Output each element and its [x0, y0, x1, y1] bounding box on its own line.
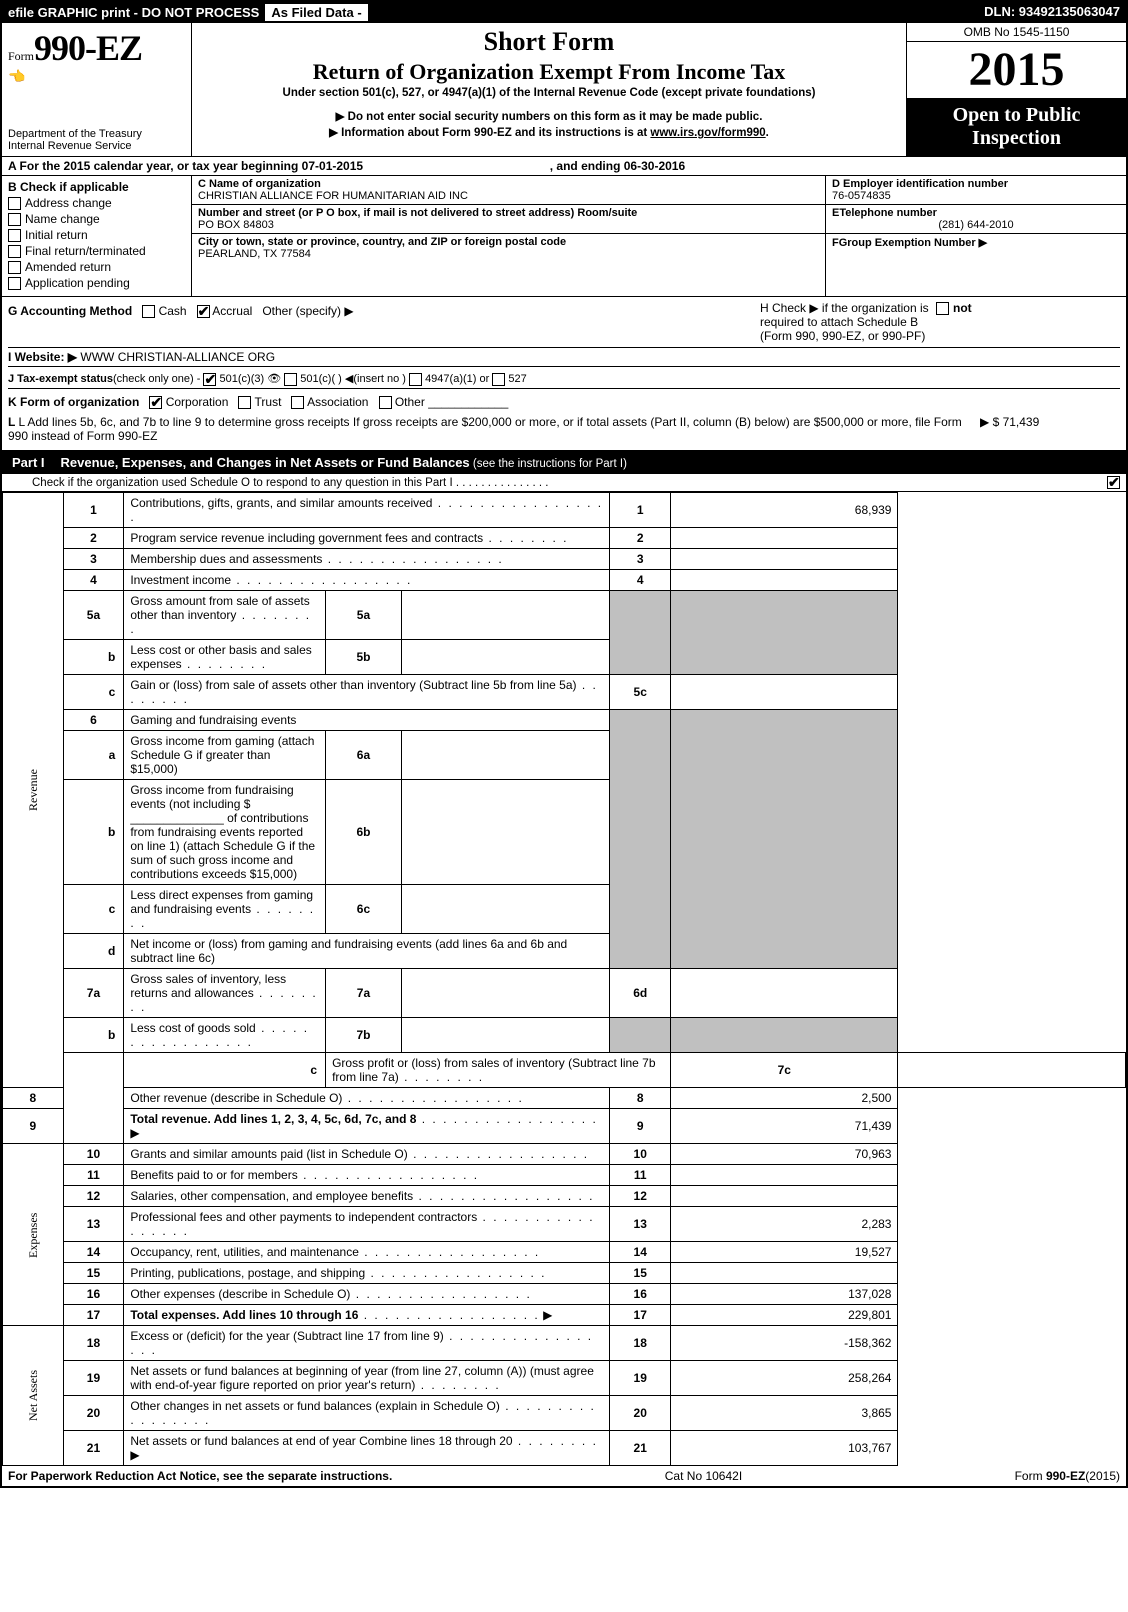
amt-line-8: 2,500 — [671, 1088, 898, 1109]
amt-line-6b — [401, 780, 610, 885]
chk-corporation[interactable] — [149, 396, 162, 409]
amt-line-2 — [671, 528, 898, 549]
group-exemption-label: FGroup Exemption Number ▶ — [832, 237, 987, 249]
org-name: CHRISTIAN ALLIANCE FOR HUMANITARIAN AID … — [198, 190, 468, 202]
amt-line-6c — [401, 885, 610, 934]
chk-amended-return[interactable] — [8, 261, 21, 274]
chk-schedule-o[interactable] — [1107, 476, 1120, 489]
box-b-checkboxes: B Check if applicable Address change Nam… — [2, 176, 192, 296]
amt-line-20: 3,865 — [671, 1396, 898, 1431]
cat-no: Cat No 10642I — [665, 1469, 742, 1483]
chk-4947a1[interactable] — [409, 373, 422, 386]
open-to-public: Open to Public Inspection — [907, 98, 1126, 156]
amt-line-16: 137,028 — [671, 1284, 898, 1305]
omb-number: OMB No 1545-1150 — [907, 23, 1126, 42]
schedule-o-check-line: Check if the organization used Schedule … — [2, 474, 1126, 492]
subtitle: Under section 501(c), 527, or 4947(a)(1)… — [200, 87, 898, 99]
amt-line-17: 229,801 — [671, 1305, 898, 1326]
amt-line-10: 70,963 — [671, 1144, 898, 1165]
row-a-tax-year: A For the 2015 calendar year, or tax yea… — [2, 157, 1126, 176]
chk-final-return[interactable] — [8, 245, 21, 258]
amt-line-21: 103,767 — [671, 1431, 898, 1466]
ssn-warning: ▶ Do not enter social security numbers o… — [200, 109, 898, 123]
section-b-through-f: B Check if applicable Address change Nam… — [2, 176, 1126, 297]
expenses-side-label: Expenses — [3, 1144, 64, 1326]
main-title: Return of Organization Exempt From Incom… — [200, 59, 898, 85]
amt-line-19: 258,264 — [671, 1361, 898, 1396]
chk-application-pending[interactable] — [8, 277, 21, 290]
top-bar: efile GRAPHIC print - DO NOT PROCESS As … — [2, 2, 1126, 23]
amt-line-5a — [401, 591, 610, 640]
amt-line-3 — [671, 549, 898, 570]
part-1-table: Revenue 1 Contributions, gifts, grants, … — [2, 492, 1126, 1466]
dept-irs: Internal Revenue Service — [8, 140, 185, 152]
amt-line-13: 2,283 — [671, 1207, 898, 1242]
amt-line-5c — [671, 675, 898, 710]
chk-cash[interactable] — [142, 305, 155, 318]
org-city: PEARLAND, TX 77584 — [198, 248, 311, 260]
line-l-text: L Add lines 5b, 6c, and 7b to line 9 to … — [8, 415, 962, 443]
chk-other-org[interactable] — [379, 396, 392, 409]
section-g-through-l: G Accounting Method Cash Accrual Other (… — [2, 297, 1126, 451]
amt-line-15 — [671, 1263, 898, 1284]
box-d-e-f: D Employer identification number 76-0574… — [826, 176, 1126, 296]
amt-line-14: 19,527 — [671, 1242, 898, 1263]
efile-label: efile GRAPHIC print - DO NOT PROCESS — [8, 5, 259, 20]
amt-line-6d — [671, 969, 898, 1018]
irs-link[interactable]: www.irs.gov/form990 — [650, 127, 765, 139]
amt-line-7a — [401, 969, 610, 1018]
page-footer: For Paperwork Reduction Act Notice, see … — [2, 1466, 1126, 1486]
gross-receipts-amt: ▶ $ 71,439 — [980, 415, 1120, 443]
box-c-org-info: C Name of organization CHRISTIAN ALLIANC… — [192, 176, 826, 296]
chk-527[interactable] — [492, 373, 505, 386]
amt-line-6a — [401, 731, 610, 780]
ein: 76-0574835 — [832, 190, 891, 202]
chk-initial-return[interactable] — [8, 229, 21, 242]
form-ref: Form 990-EZ(2015) — [1015, 1469, 1120, 1483]
dln-label: DLN: 93492135063047 — [984, 4, 1120, 21]
chk-501c[interactable] — [284, 373, 297, 386]
website: WWW CHRISTIAN-ALLIANCE ORG — [80, 350, 275, 364]
amt-line-7b — [401, 1018, 610, 1053]
asfiled-box: As Filed Data - — [265, 4, 367, 21]
chk-name-change[interactable] — [8, 213, 21, 226]
chk-accrual[interactable] — [197, 305, 210, 318]
net-assets-side-label: Net Assets — [3, 1326, 64, 1466]
chk-association[interactable] — [291, 396, 304, 409]
amt-line-11 — [671, 1165, 898, 1186]
amt-line-1: 68,939 — [671, 493, 898, 528]
instructions-link-line: ▶ Information about Form 990-EZ and its … — [200, 125, 898, 139]
chk-trust[interactable] — [238, 396, 251, 409]
telephone: (281) 644-2010 — [832, 219, 1120, 231]
form-number-block: Form990-EZ 👈 — [8, 27, 185, 86]
short-form-title: Short Form — [200, 27, 898, 57]
amt-line-7c — [898, 1053, 1126, 1088]
amt-line-18: -158,362 — [671, 1326, 898, 1361]
revenue-side-label: Revenue — [3, 493, 64, 1088]
chk-address-change[interactable] — [8, 197, 21, 210]
amt-line-12 — [671, 1186, 898, 1207]
chk-501c3[interactable] — [203, 373, 216, 386]
amt-line-5b — [401, 640, 610, 675]
amt-line-4 — [671, 570, 898, 591]
chk-schedule-b-not-required[interactable] — [936, 302, 949, 315]
paperwork-notice: For Paperwork Reduction Act Notice, see … — [8, 1469, 392, 1483]
tax-year: 2015 — [907, 42, 1126, 98]
form-header: Form990-EZ 👈 Department of the Treasury … — [2, 23, 1126, 157]
amt-line-9: 71,439 — [671, 1109, 898, 1144]
org-address: PO BOX 84803 — [198, 219, 274, 231]
form-990ez-page: efile GRAPHIC print - DO NOT PROCESS As … — [0, 0, 1128, 1488]
dept-treasury: Department of the Treasury — [8, 128, 185, 140]
part-1-header: Part I Revenue, Expenses, and Changes in… — [2, 451, 1126, 474]
